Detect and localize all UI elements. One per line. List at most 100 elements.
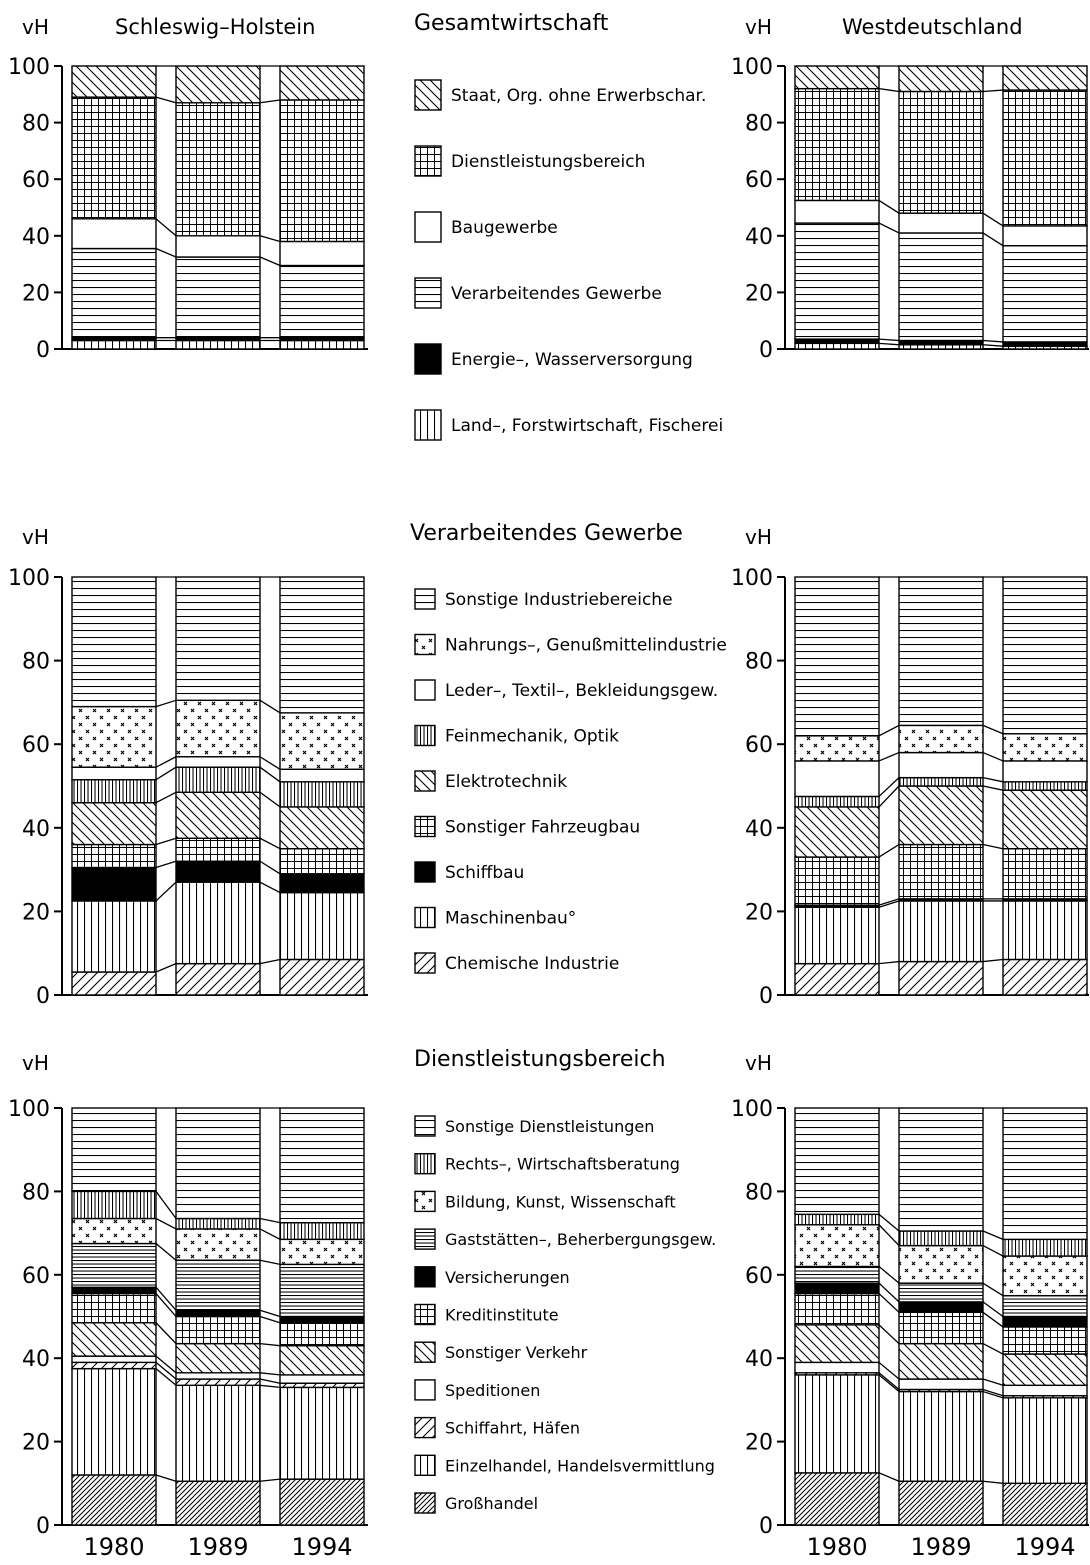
connector-line	[259, 256, 281, 267]
bar-segment	[794, 199, 880, 224]
connector-line	[259, 1315, 281, 1324]
bar-segment	[71, 971, 157, 996]
connector-line	[878, 1265, 900, 1284]
bar-segment	[71, 766, 157, 781]
y-tick-label: 60	[745, 168, 773, 193]
bar-segment	[279, 958, 365, 996]
y-axis-unit-label: vH	[745, 15, 772, 39]
y-tick-label: 100	[8, 55, 50, 80]
connector-line	[155, 699, 177, 708]
bar-segment	[898, 724, 984, 754]
y-tick-label: 80	[22, 112, 50, 137]
bar-segment	[898, 232, 984, 342]
legend-label: Nahrungs–, Genußmittelindustrie	[445, 636, 727, 656]
connector-line	[982, 1245, 1004, 1257]
legend-label: Chemische Industrie	[445, 954, 619, 974]
bar-segment	[175, 881, 261, 965]
legend-swatch	[414, 343, 442, 375]
legend-swatch	[414, 1266, 436, 1288]
bar-segment	[279, 240, 365, 267]
connector-line	[259, 699, 281, 714]
connector-line	[878, 1293, 900, 1313]
bar-segment	[71, 802, 157, 846]
bar-segment	[279, 99, 365, 243]
legend-label: Schiffbau	[445, 863, 524, 883]
bar-segment	[794, 342, 880, 350]
connector-line	[878, 1374, 900, 1393]
legend-swatch	[414, 211, 442, 243]
y-tick-label: 100	[731, 566, 773, 591]
connector-line	[878, 900, 900, 908]
y-tick-label: 40	[22, 817, 50, 842]
section-title-verarbeitendes-gewerbe: Verarbeitendes Gewerbe	[410, 521, 683, 546]
bar-segment	[794, 1213, 880, 1226]
bar-segment	[794, 1107, 880, 1216]
bar-segment	[1002, 89, 1088, 227]
bar-segment	[279, 873, 365, 894]
y-tick-label: 100	[8, 1097, 50, 1122]
connector-line	[878, 1472, 900, 1482]
connector-line	[878, 1324, 900, 1345]
legend-swatch	[414, 815, 436, 838]
bar-segment	[898, 1301, 984, 1314]
bar-segment	[898, 1244, 984, 1284]
bar-segment	[898, 1107, 984, 1232]
y-tick-label: 20	[22, 900, 50, 925]
legend-label: Sonstiger Verkehr	[445, 1343, 588, 1362]
connector-line	[155, 1355, 177, 1374]
bar-segment	[71, 576, 157, 708]
bar-segment	[1002, 900, 1088, 961]
bar-segment	[794, 1265, 880, 1284]
bar-segment	[1002, 1326, 1088, 1355]
legend-swatch	[414, 679, 436, 701]
bar-segment	[175, 1228, 261, 1261]
connector-line	[155, 881, 177, 902]
bar-segment	[1002, 1255, 1088, 1297]
bar-segment	[71, 1217, 157, 1245]
legend-label: Elektrotechnik	[445, 772, 567, 792]
bar-segment	[1002, 225, 1088, 247]
connector-line	[878, 843, 900, 858]
bar-segment	[898, 1230, 984, 1247]
bar-segment	[71, 1286, 157, 1295]
bar-segment	[898, 960, 984, 996]
bar-segment	[794, 1472, 880, 1526]
bar-segment	[175, 256, 261, 339]
legend-swatch	[414, 770, 436, 792]
legend-swatch	[414, 588, 436, 610]
connector-line	[155, 1191, 177, 1219]
connector-line	[982, 1343, 1004, 1355]
bar-segment	[1002, 789, 1088, 850]
bar-segment	[175, 1259, 261, 1311]
section-title-dienstleistungsbereich: Dienstleistungsbereich	[414, 1047, 666, 1072]
legend-swatch	[414, 1115, 436, 1137]
connector-line	[982, 212, 1004, 227]
y-tick-label: 60	[22, 168, 50, 193]
bar-segment	[794, 906, 880, 965]
connector-line	[982, 89, 1004, 93]
bar-segment	[175, 1372, 261, 1380]
legend-label: Kreditinstitute	[445, 1306, 559, 1325]
connector-line	[982, 1378, 1004, 1386]
bar-segment	[71, 65, 157, 98]
legend-swatch	[414, 145, 442, 177]
bar-segment	[175, 756, 261, 768]
connector-line	[155, 860, 177, 869]
connector-line	[259, 791, 281, 808]
connector-line	[878, 222, 900, 234]
bar-segment	[175, 766, 261, 793]
connector-line	[878, 777, 900, 797]
bar-segment	[279, 1238, 365, 1266]
y-tick-label: 80	[22, 650, 50, 675]
y-axis-unit-label: vH	[745, 1051, 772, 1075]
legend-label: Land–, Forstwirtschaft, Fischerei	[451, 416, 723, 436]
bar-segment	[898, 1378, 984, 1391]
bar-segment	[279, 891, 365, 961]
legend-label: Baugewerbe	[451, 218, 558, 238]
bar-segment	[794, 856, 880, 906]
y-tick-label: 40	[745, 817, 773, 842]
connector-line	[982, 1301, 1004, 1318]
bar-segment	[71, 1474, 157, 1526]
connector-line	[878, 751, 900, 762]
connector-line	[878, 785, 900, 808]
